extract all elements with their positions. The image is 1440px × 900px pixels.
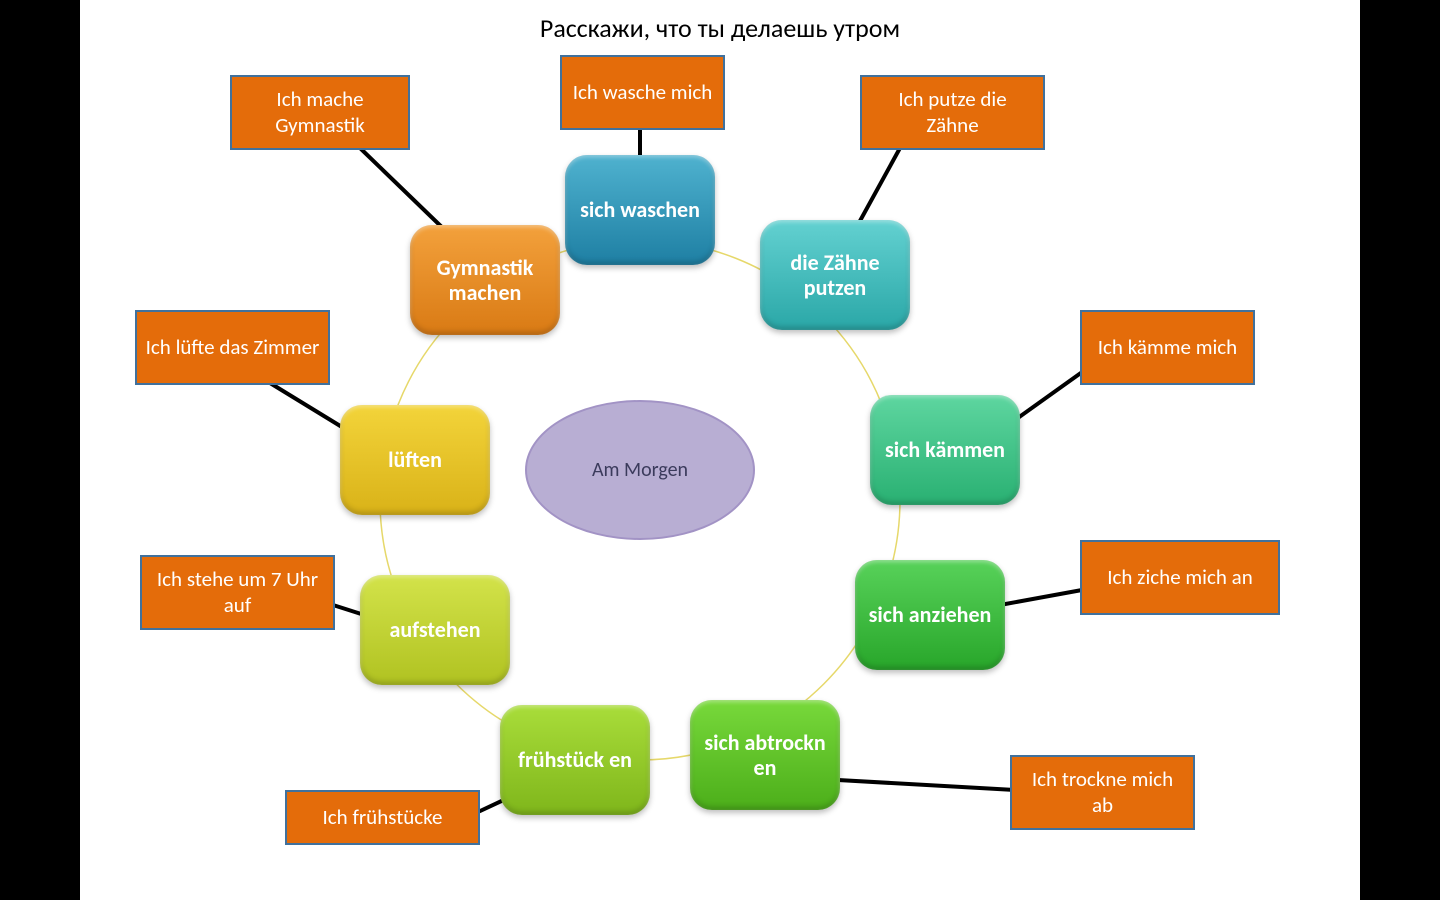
callout-label: Ich lüfte das Zimmer: [146, 335, 320, 360]
node-kaemmen: sich kämmen: [870, 395, 1020, 505]
center-label: Am Morgen: [592, 458, 688, 482]
callout-label: Ich wasche mich: [573, 80, 713, 105]
callout-fruehstueck: Ich frühstücke: [285, 790, 480, 845]
node-label: sich kämmen: [885, 437, 1005, 462]
callout-waschen: Ich wasche mich: [560, 55, 725, 130]
node-fruehstueck: frühstück en: [500, 705, 650, 815]
node-anziehen: sich anziehen: [855, 560, 1005, 670]
callout-zaehne: Ich putze die Zähne: [860, 75, 1045, 150]
node-label: sich abtrockn en: [700, 730, 830, 781]
node-label: Gymnastik machen: [420, 255, 550, 306]
callout-label: Ich putze die Zähne: [870, 87, 1035, 137]
node-zaehne: die Zähne putzen: [760, 220, 910, 330]
node-label: aufstehen: [389, 617, 480, 642]
callout-label: Ich kämme mich: [1098, 335, 1237, 360]
callout-label: Ich frühstücke: [323, 805, 443, 830]
page-title: Расскажи, что ты делаешь утром: [80, 12, 1360, 44]
callout-label: Ich mache Gymnastik: [240, 87, 400, 137]
node-label: sich anziehen: [869, 602, 992, 627]
callout-gymnastik: Ich mache Gymnastik: [230, 75, 410, 150]
node-label: lüften: [388, 447, 442, 472]
node-lueften: lüften: [340, 405, 490, 515]
node-label: die Zähne putzen: [770, 250, 900, 301]
callout-label: Ich trockne mich ab: [1020, 767, 1185, 817]
diagram-stage: Расскажи, что ты делаешь утром Am Morgen…: [80, 0, 1360, 900]
callout-abtrocknen: Ich trockne mich ab: [1010, 755, 1195, 830]
callout-anziehen: Ich ziche mich an: [1080, 540, 1280, 615]
node-aufstehen: aufstehen: [360, 575, 510, 685]
callout-kaemmen: Ich kämme mich: [1080, 310, 1255, 385]
node-abtrocknen: sich abtrockn en: [690, 700, 840, 810]
node-waschen: sich waschen: [565, 155, 715, 265]
callout-label: Ich stehe um 7 Uhr auf: [150, 567, 325, 617]
node-label: frühstück en: [518, 747, 632, 772]
callout-label: Ich ziche mich an: [1107, 565, 1253, 590]
node-gymnastik: Gymnastik machen: [410, 225, 560, 335]
center-ellipse: Am Morgen: [525, 400, 755, 540]
callout-aufstehen: Ich stehe um 7 Uhr auf: [140, 555, 335, 630]
callout-lueften: Ich lüfte das Zimmer: [135, 310, 330, 385]
node-label: sich waschen: [580, 197, 700, 222]
